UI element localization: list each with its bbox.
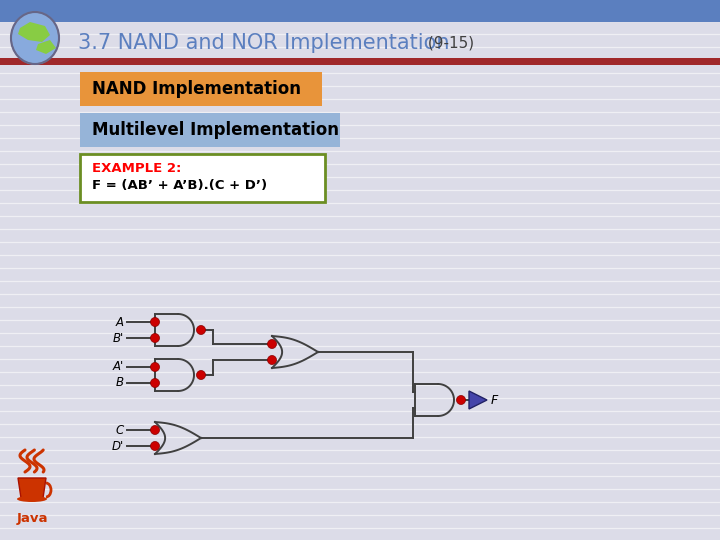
Text: B': B'	[113, 332, 124, 345]
Circle shape	[197, 326, 205, 334]
Text: B: B	[116, 376, 124, 389]
Polygon shape	[18, 22, 50, 42]
Text: A': A'	[113, 361, 124, 374]
Text: C: C	[116, 423, 124, 436]
Text: EXAMPLE 2:: EXAMPLE 2:	[92, 161, 181, 174]
Text: D': D'	[112, 440, 124, 453]
Circle shape	[456, 395, 466, 404]
Circle shape	[268, 340, 276, 348]
Text: Multilevel Implementation: Multilevel Implementation	[92, 121, 339, 139]
Ellipse shape	[17, 496, 47, 502]
Text: 3.7 NAND and NOR Implementation: 3.7 NAND and NOR Implementation	[78, 33, 449, 53]
Polygon shape	[18, 478, 46, 498]
FancyBboxPatch shape	[80, 113, 340, 147]
Circle shape	[150, 426, 160, 435]
Circle shape	[150, 362, 160, 372]
Text: Java: Java	[17, 512, 48, 525]
Text: NAND Implementation: NAND Implementation	[92, 80, 301, 98]
FancyBboxPatch shape	[0, 0, 720, 22]
Text: (9-15): (9-15)	[423, 36, 474, 51]
Text: F = (AB’ + A’B).(C + D’): F = (AB’ + A’B).(C + D’)	[92, 179, 267, 192]
Circle shape	[197, 370, 205, 380]
Circle shape	[150, 442, 160, 450]
Circle shape	[150, 334, 160, 342]
FancyBboxPatch shape	[0, 58, 720, 65]
Text: A: A	[116, 315, 124, 328]
Text: F: F	[491, 394, 498, 407]
Polygon shape	[469, 391, 487, 409]
FancyBboxPatch shape	[80, 154, 325, 202]
Circle shape	[150, 318, 160, 327]
Circle shape	[268, 355, 276, 364]
Circle shape	[150, 379, 160, 388]
Ellipse shape	[11, 12, 59, 64]
Polygon shape	[36, 40, 56, 54]
FancyBboxPatch shape	[80, 72, 322, 106]
